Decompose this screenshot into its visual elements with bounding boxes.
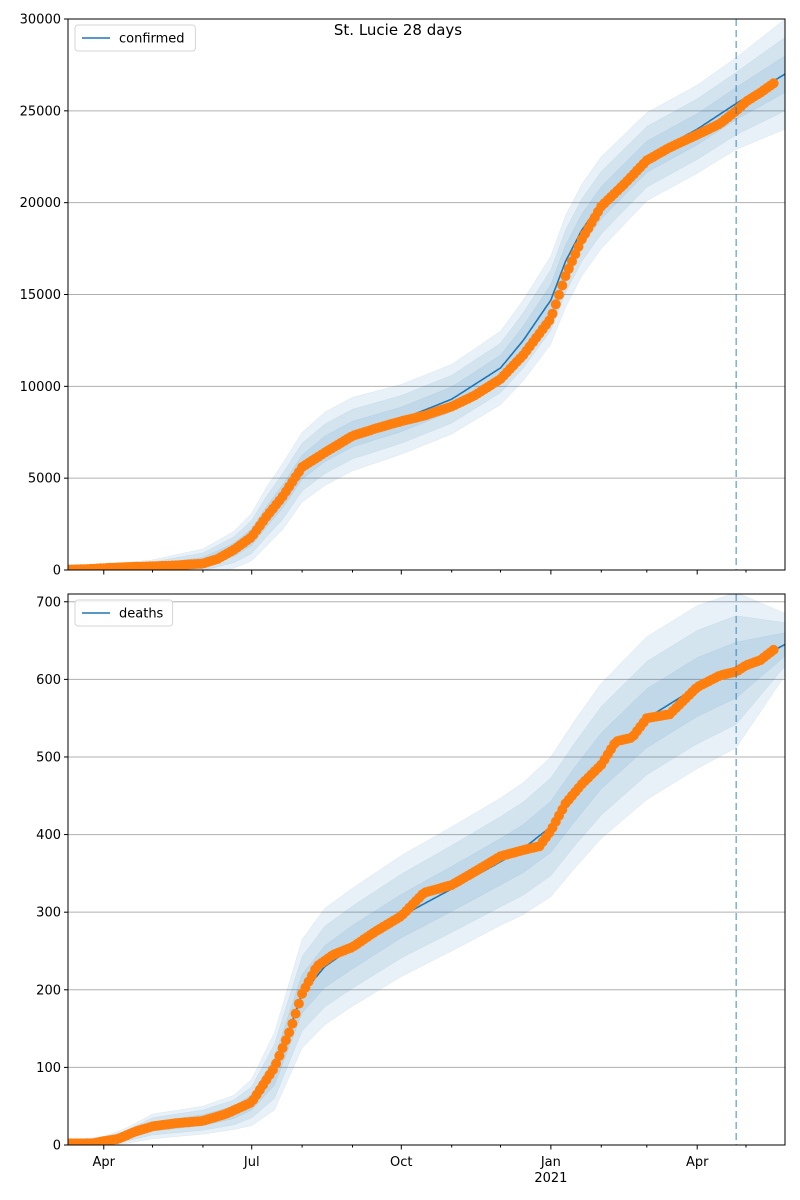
y-tick-label: 200 [36,983,61,998]
data-point [554,289,564,300]
legend-label: deaths [119,607,164,622]
confirmed-panel: 0 5000 10000 15000 20000 25000 30000 confirmed [20,13,786,579]
data-point [277,1043,288,1053]
x-tick-label: Apr [686,1155,709,1170]
data-point [280,1035,291,1046]
y-tick-label: 15000 [20,288,61,303]
data-point [290,1008,301,1019]
y-tick-label: 5000 [28,472,61,487]
uncertainty-band [68,615,785,1145]
x-tick-year-label: 2021 [534,1171,567,1186]
x-tick-label: Jan [540,1155,561,1170]
uncertainty-band [68,37,785,570]
uncertainty-band [68,19,785,570]
x-tick-label: Apr [93,1155,116,1170]
legend-box [74,24,196,52]
uncertainty-band [68,594,785,1145]
legend-label: confirmed [119,32,185,47]
y-tick-label: 700 [36,595,61,610]
plot-area [68,19,785,570]
y-tick-label: 0 [53,1139,61,1154]
y-tick-label: 400 [36,828,61,843]
y-tick-label: 20000 [20,196,61,211]
data-point [768,644,779,655]
plot-frame [67,593,786,1146]
y-tick-label: 300 [36,906,61,921]
data-point [271,1058,282,1069]
data-point [284,1027,295,1038]
data-point [274,1050,285,1061]
y-tick-label: 30000 [20,13,61,28]
plot-area [68,594,785,1145]
x-tick-label: Jul [243,1155,260,1170]
y-tick-label: 500 [36,750,61,765]
figure-title: St. Lucie 28 days [333,21,463,39]
y-tick-label: 600 [36,673,61,688]
y-tick-label: 10000 [20,380,61,395]
data-point [293,998,304,1009]
deaths-legend: deaths [74,599,174,627]
x-tick-label: Oct [390,1155,412,1170]
y-tick-label: 100 [36,1061,61,1076]
data-point [550,299,561,310]
y-tick-label: 0 [53,564,61,579]
y-tick-label: 25000 [20,104,61,119]
data-point [768,78,779,89]
data-point [557,280,568,291]
data-point [287,1018,298,1029]
uncertainty-band [68,55,785,570]
legend-box [74,599,174,627]
confirmed-legend: confirmed [74,24,196,52]
data-point [547,308,558,319]
